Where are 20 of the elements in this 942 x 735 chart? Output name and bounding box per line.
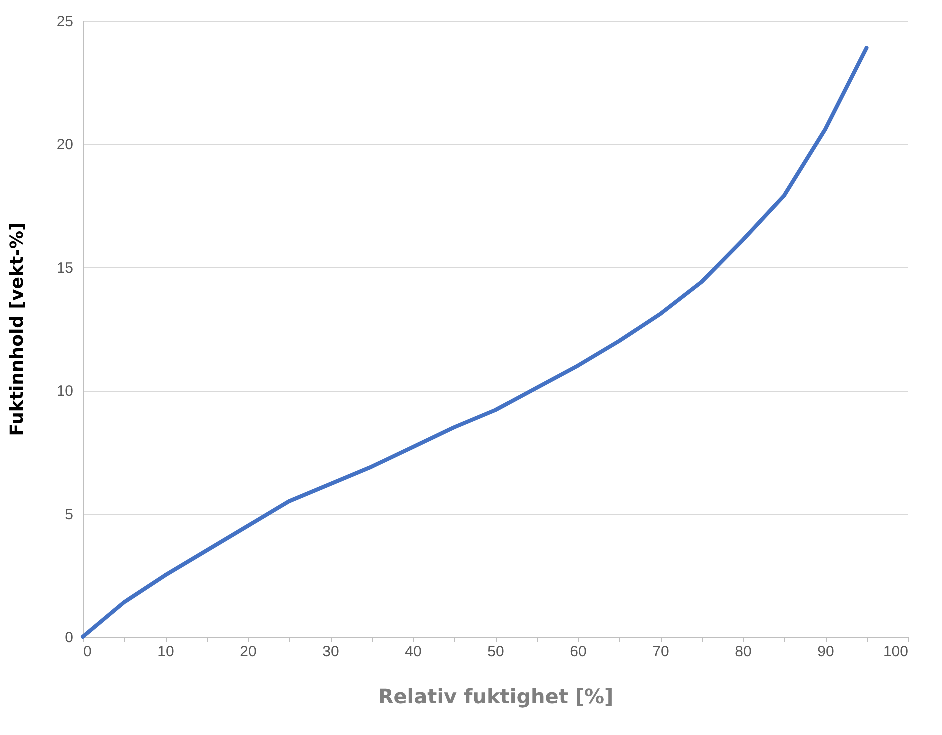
y-tick-label: 0 [65,630,74,646]
x-tick-label: 50 [488,644,504,660]
y-tick-label: 25 [56,14,74,30]
x-axis-title: Relativ fuktighet [%] [378,684,614,708]
y-tick-label: 15 [56,260,74,277]
y-tick-label: 20 [56,136,74,154]
x-tick-label: 40 [405,644,422,660]
y-tick-label: 5 [65,506,74,524]
x-tick-label: 0 [84,644,92,660]
line-series [81,46,869,639]
y-axis-title: Fuktinnhold [vekt-%] [6,222,28,436]
x-tick-label: 90 [818,644,834,660]
x-tick-label: 20 [240,644,257,660]
y-tick-label: 10 [56,383,74,400]
x-tick-label: 80 [735,644,752,660]
x-tick-label: 30 [322,644,340,660]
x-tick-label: 70 [652,644,670,660]
x-tick-label: 10 [158,644,174,660]
x-tick-label: 60 [570,644,587,660]
x-tick-label: 100 [883,644,908,660]
